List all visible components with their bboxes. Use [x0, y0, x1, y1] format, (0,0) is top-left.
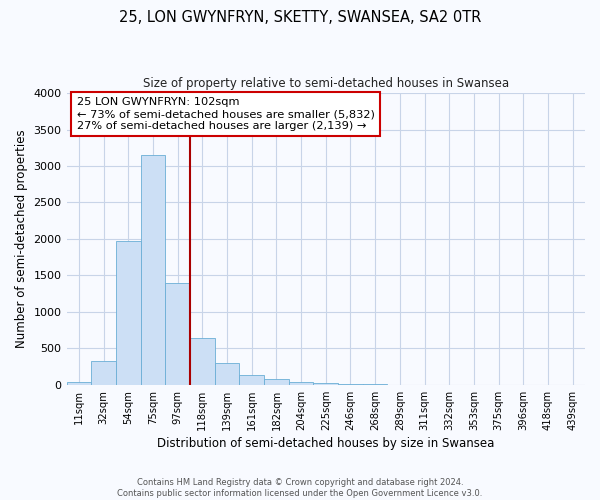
Bar [116, 241, 140, 385]
Text: 25, LON GWYNFRYN, SKETTY, SWANSEA, SA2 0TR: 25, LON GWYNFRYN, SKETTY, SWANSEA, SA2 0… [119, 10, 481, 25]
Bar [313, 383, 338, 385]
X-axis label: Distribution of semi-detached houses by size in Swansea: Distribution of semi-detached houses by … [157, 437, 494, 450]
Title: Size of property relative to semi-detached houses in Swansea: Size of property relative to semi-detach… [143, 78, 509, 90]
Bar [190, 338, 215, 385]
Bar [140, 155, 165, 385]
Bar [91, 362, 116, 385]
Bar [67, 382, 91, 385]
Bar [215, 363, 239, 385]
Bar [289, 382, 313, 385]
Bar [338, 384, 363, 385]
Text: Contains HM Land Registry data © Crown copyright and database right 2024.
Contai: Contains HM Land Registry data © Crown c… [118, 478, 482, 498]
Bar [239, 376, 264, 385]
Y-axis label: Number of semi-detached properties: Number of semi-detached properties [15, 130, 28, 348]
Bar [165, 284, 190, 385]
Text: 25 LON GWYNFRYN: 102sqm
← 73% of semi-detached houses are smaller (5,832)
27% of: 25 LON GWYNFRYN: 102sqm ← 73% of semi-de… [77, 98, 375, 130]
Bar [264, 379, 289, 385]
